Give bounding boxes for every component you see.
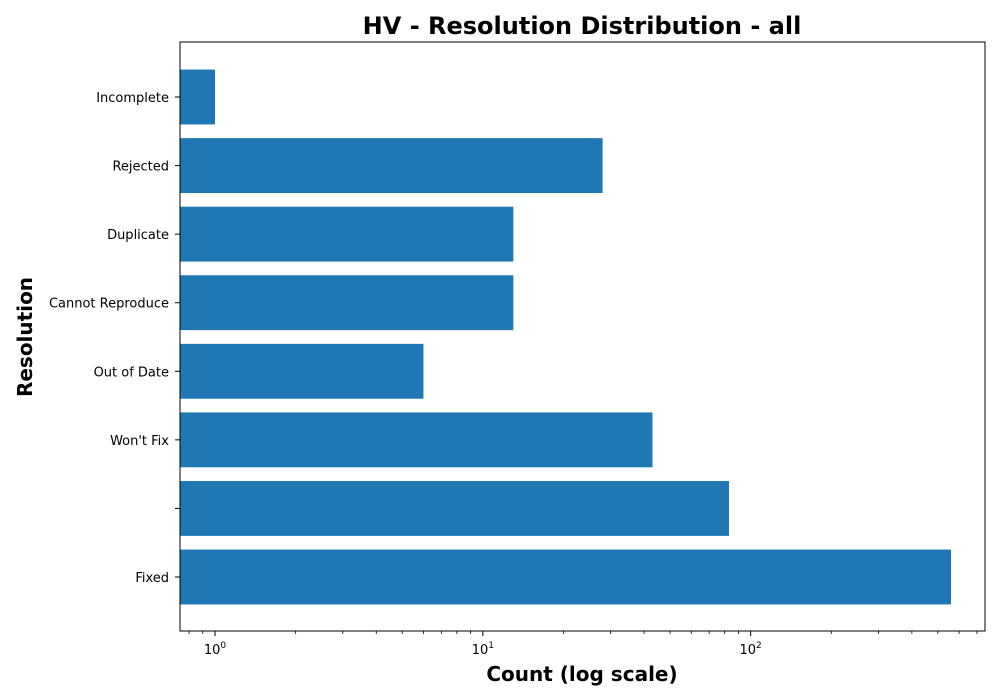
bar: [180, 69, 216, 125]
bar: [180, 275, 514, 331]
y-tick-label: Won't Fix: [110, 434, 169, 449]
x-tick-label: 102: [740, 641, 762, 658]
y-tick-label: Incomplete: [96, 91, 169, 106]
y-tick-label: Fixed: [135, 571, 169, 586]
y-tick-label: Cannot Reproduce: [49, 297, 169, 312]
bar: [180, 206, 514, 262]
bars-layer: [180, 69, 952, 605]
x-axis-label: Count (log scale): [486, 662, 677, 686]
x-tick-label: 101: [472, 641, 494, 658]
y-tick-label: Rejected: [112, 160, 169, 175]
bar: [180, 412, 653, 468]
y-tick-label: Out of Date: [94, 365, 169, 380]
plot-frame: [179, 41, 986, 632]
bar: [180, 549, 952, 605]
x-axis-ticks: 100 101 102: [188, 631, 978, 658]
y-axis-label: Resolution: [13, 277, 37, 397]
chart-title: HV - Resolution Distribution - all: [363, 12, 802, 40]
bar: [180, 481, 729, 536]
bar: [180, 138, 603, 193]
y-axis-ticks: Fixed Won't Fix Out of Date Cannot Reproduc…: [49, 91, 180, 586]
y-tick-label: Duplicate: [107, 228, 169, 243]
x-tick-label: 100: [204, 641, 227, 658]
bar: [180, 343, 424, 399]
